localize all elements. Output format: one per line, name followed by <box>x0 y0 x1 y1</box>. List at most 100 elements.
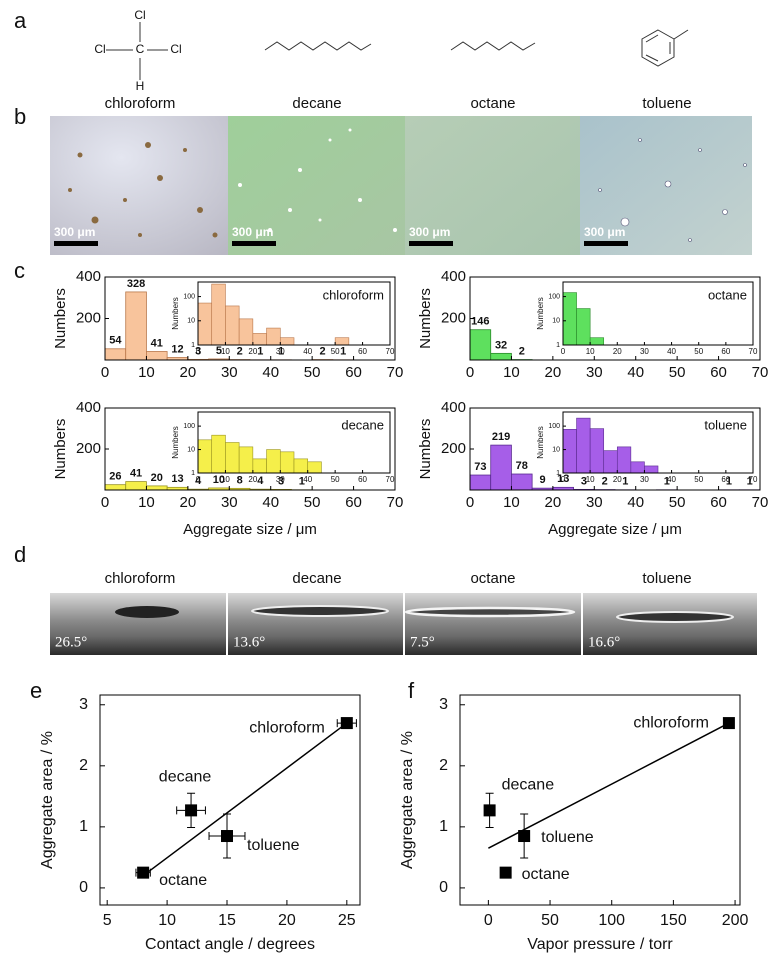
x-tick-label: 15 <box>218 912 236 929</box>
panel-letter: a <box>14 8 27 33</box>
y-tick-label: 2 <box>439 757 448 774</box>
y-tick-label: 0 <box>439 879 448 896</box>
value-label: 41 <box>151 337 163 349</box>
octane-chain <box>451 42 535 50</box>
inset-x-tick-label: 70 <box>386 475 395 484</box>
inset-bar <box>267 450 281 473</box>
x-tick-label: 70 <box>752 364 769 381</box>
inset-y-tick-label: 10 <box>552 318 560 325</box>
y-tick-label: 200 <box>76 309 101 326</box>
y-axis-label: Aggregate area / % <box>399 731 416 869</box>
x-tick-label: 50 <box>304 364 321 381</box>
inset-x-tick-label: 50 <box>331 475 340 484</box>
inset-x-tick-label: 50 <box>331 347 340 356</box>
inset-x-tick-label: 20 <box>613 347 622 356</box>
x-axis-label: Aggregate size / μm <box>183 521 317 538</box>
inset-bar <box>308 462 322 473</box>
x-tick-label: 0 <box>101 364 109 381</box>
point <box>518 830 530 842</box>
value-label: 9 <box>539 474 545 486</box>
value-label: 12 <box>171 343 183 355</box>
droplet <box>115 606 179 618</box>
x-tick-label: 5 <box>103 912 112 929</box>
droplet <box>406 608 574 616</box>
contact-angle: 7.5° <box>410 634 435 650</box>
fit-line <box>143 723 347 876</box>
inset-bar <box>212 435 226 473</box>
inset-x-tick-label: 70 <box>386 347 395 356</box>
panel-letter: b <box>14 104 26 129</box>
value-label: 1 <box>340 346 346 358</box>
y-axis-label: Numbers <box>417 419 434 480</box>
x-tick-label: 40 <box>262 494 279 511</box>
inset-bar <box>280 338 294 345</box>
methyl-bond <box>674 30 688 39</box>
inset-x-tick-label: 10 <box>586 347 595 356</box>
decane-chain <box>265 42 371 50</box>
value-label: 146 <box>471 316 489 328</box>
solvent-name: chloroform <box>105 570 176 587</box>
inset-x-tick-label: 0 <box>196 347 201 356</box>
value-label: 2 <box>519 345 525 357</box>
x-tick-label: 20 <box>278 912 296 929</box>
inset-title: octane <box>708 287 747 302</box>
inset-x-tick-label: 10 <box>221 475 230 484</box>
scale-bar <box>584 241 628 246</box>
x-tick-label: 10 <box>138 364 155 381</box>
inset-y-axis-label: Numbers <box>536 297 545 329</box>
y-tick-label: 400 <box>76 268 101 285</box>
inset-x-tick-label: 40 <box>667 347 676 356</box>
y-axis-label: Numbers <box>417 288 434 349</box>
value-label: 13 <box>171 473 183 485</box>
point-label: octane <box>159 872 207 889</box>
value-label: 2 <box>237 345 243 357</box>
inset-x-tick-label: 10 <box>221 347 230 356</box>
y-tick-label: 3 <box>79 696 88 713</box>
inset-x-tick-label: 60 <box>358 347 367 356</box>
x-tick-label: 20 <box>545 364 562 381</box>
inset-title: decane <box>341 417 384 432</box>
inset-bar <box>253 333 267 345</box>
value-label: 2 <box>319 345 325 357</box>
point-label: chloroform <box>633 714 709 731</box>
inset-y-axis-label: Numbers <box>171 297 180 329</box>
inset-x-tick-label: 30 <box>276 475 285 484</box>
panel-letter: c <box>14 258 25 283</box>
atom: Cl <box>134 8 145 22</box>
inset-bar <box>198 303 212 345</box>
inset-bar <box>604 451 618 473</box>
x-tick-label: 10 <box>503 364 520 381</box>
solvent-name: chloroform <box>105 95 176 112</box>
inset-y-tick-label: 1 <box>556 470 560 477</box>
x-tick-label: 70 <box>387 364 404 381</box>
inset-bar <box>590 429 604 473</box>
inset-x-tick-label: 0 <box>196 475 201 484</box>
y-tick-label: 400 <box>441 399 466 416</box>
solvent-name: octane <box>470 570 515 587</box>
inset-x-tick-label: 20 <box>613 475 622 484</box>
value-label: 54 <box>109 335 122 347</box>
x-tick-label: 60 <box>345 494 362 511</box>
inset-x-tick-label: 50 <box>694 347 703 356</box>
inset-bar <box>225 443 239 474</box>
inset-bar <box>280 452 294 473</box>
value-label: 8 <box>237 474 243 486</box>
x-tick-label: 60 <box>345 364 362 381</box>
y-axis-label: Numbers <box>52 288 69 349</box>
inset-x-tick-label: 50 <box>694 475 703 484</box>
bar <box>470 475 491 490</box>
x-tick-label: 70 <box>387 494 404 511</box>
value-label: 1 <box>622 476 628 488</box>
x-tick-label: 20 <box>180 364 197 381</box>
bar <box>126 482 147 490</box>
inset-x-tick-label: 40 <box>303 347 312 356</box>
bar <box>146 351 167 360</box>
micrographs: 300 μm 300 μm 300 μm 300 μm <box>50 116 752 255</box>
y-tick-label: 400 <box>441 268 466 285</box>
inset-x-tick-label: 60 <box>721 475 730 484</box>
x-tick-label: 60 <box>710 494 727 511</box>
x-tick-label: 0 <box>484 912 493 929</box>
value-label: 1 <box>257 346 263 358</box>
inset-bar <box>267 328 281 345</box>
